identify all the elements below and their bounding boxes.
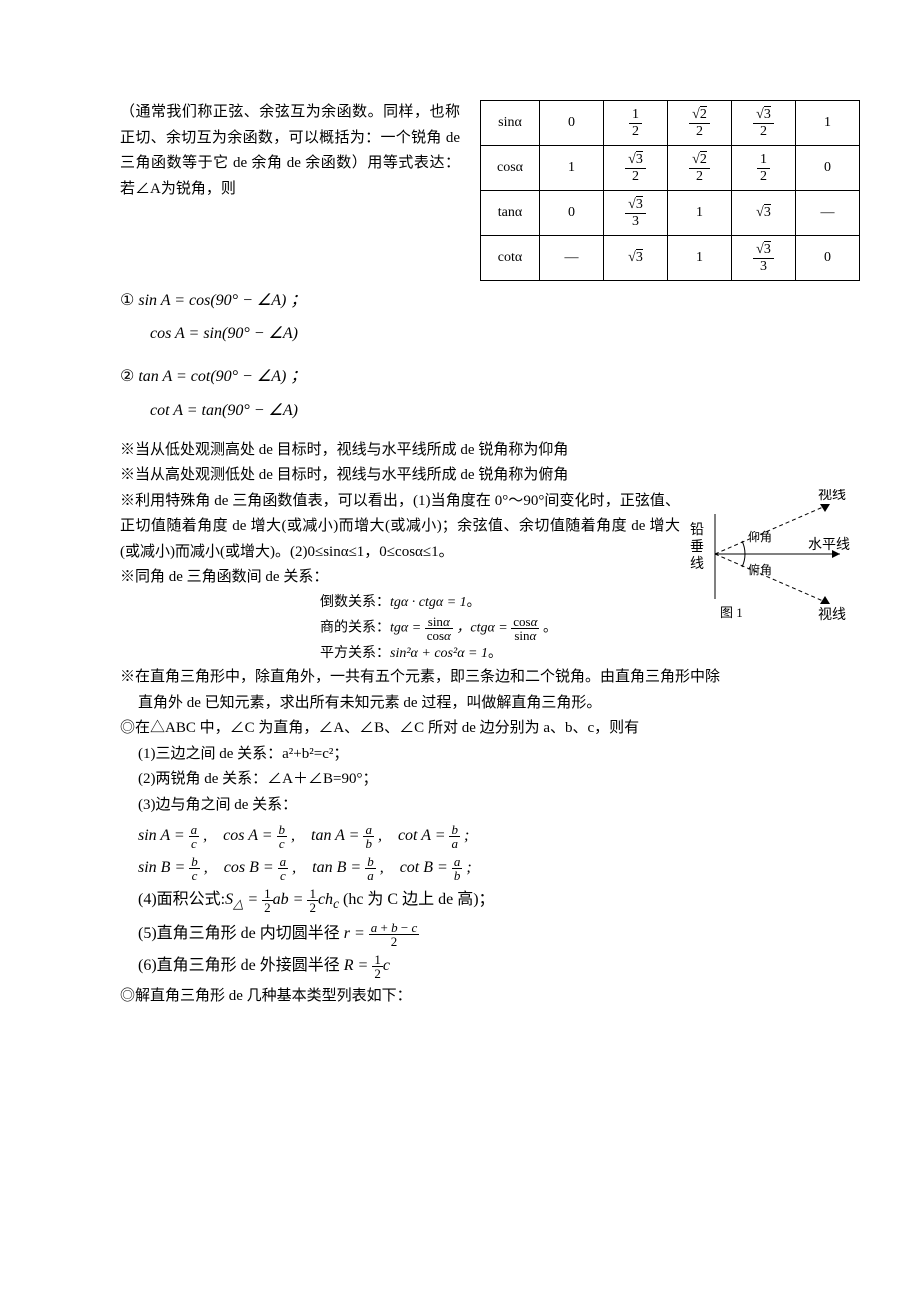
equation-2a: ② tan A = cot(90° − ∠A) ；	[120, 363, 860, 390]
equation-1a: ① sin A = cos(90° − ∠A) ；	[120, 287, 860, 314]
item-1: (1)三边之间 de 关系：a²+b²=c²；	[138, 742, 860, 768]
item-5: (5)直角三角形 de 内切圆半径 r = a + b − c2	[138, 920, 860, 948]
plumb-label: 铅	[690, 522, 704, 538]
table-row: cosα1√32√22120	[481, 146, 860, 191]
equation-1b: cos A = sin(90° − ∠A)	[150, 320, 860, 347]
item-6: (6)直角三角形 de 外接圆半径 R = 12c	[138, 952, 860, 980]
item-3: (3)边与角之间 de 关系：	[138, 793, 860, 819]
item-2: (2)两锐角 de 关系：∠A＋∠B=90°；	[138, 767, 860, 793]
intro-paragraph: （通常我们称正弦、余弦互为余函数。同样，也称正切、余切互为余函数，可以概括为：一…	[120, 100, 460, 202]
equation-2b: cot A = tan(90° − ∠A)	[150, 397, 860, 424]
depr-label: 俯角	[748, 562, 772, 577]
svg-text:线: 线	[690, 556, 704, 572]
sin-cos-tan-cot-B: sin B = bc , cos B = ac , tan B = ba , c…	[138, 854, 860, 882]
note-abc: ◎在△ABC 中，∠C 为直角，∠A、∠B、∠C 所对 de 边分别为 a、b、…	[120, 716, 860, 742]
table-row: cotα—√31√330	[481, 236, 860, 281]
svg-text:垂: 垂	[690, 539, 704, 555]
table-row: tanα0√331√3—	[481, 191, 860, 236]
note-special-values: ※利用特殊角 de 三角函数值表，可以看出，(1)当角度在 0°～90°间变化时…	[120, 489, 680, 566]
angle-diagram: 铅 垂 线 仰角 俯角 视线 视线 水平线 图 1	[690, 489, 860, 629]
relations-block: 倒数关系：tgα · ctgα = 1。 商的关系：tgα = sinαcosα…	[320, 591, 680, 666]
note-same-angle: ※同角 de 三角函数间 de 关系：	[120, 565, 680, 591]
elev-label: 仰角	[748, 529, 772, 544]
table-row: sinα012√22√321	[481, 101, 860, 146]
note-elevation: ※当从低处观测高处 de 目标时，视线与水平线所成 de 锐角称为仰角	[120, 438, 860, 464]
note-right-triangle-1: ※在直角三角形中，除直角外，一共有五个元素，即三条边和二个锐角。由直角三角形中除	[120, 665, 860, 691]
note-types: ◎解直角三角形 de 几种基本类型列表如下：	[120, 984, 860, 1010]
horiz-label: 水平线	[808, 537, 850, 553]
item-4: (4)面积公式:S△ = 12ab = 12chc (hc 为 C 边上 de …	[138, 886, 860, 916]
sight-label-1: 视线	[818, 489, 846, 503]
note-right-triangle-2: 直角外 de 已知元素，求出所有未知元素 de 过程，叫做解直角三角形。	[138, 691, 860, 717]
trig-values-table: sinα012√22√321cosα1√32√22120tanα0√331√3—…	[480, 100, 860, 281]
intro-text: （通常我们称正弦、余弦互为余函数。同样，也称正切、余切互为余函数，可以概括为：一…	[120, 104, 460, 197]
sin-cos-tan-cot-A: sin A = ac , cos A = bc , tan A = ab , c…	[138, 822, 860, 850]
sight-label-2: 视线	[818, 607, 846, 623]
note-depression: ※当从高处观测低处 de 目标时，视线与水平线所成 de 锐角称为俯角	[120, 463, 860, 489]
figure-label: 图 1	[720, 605, 743, 620]
